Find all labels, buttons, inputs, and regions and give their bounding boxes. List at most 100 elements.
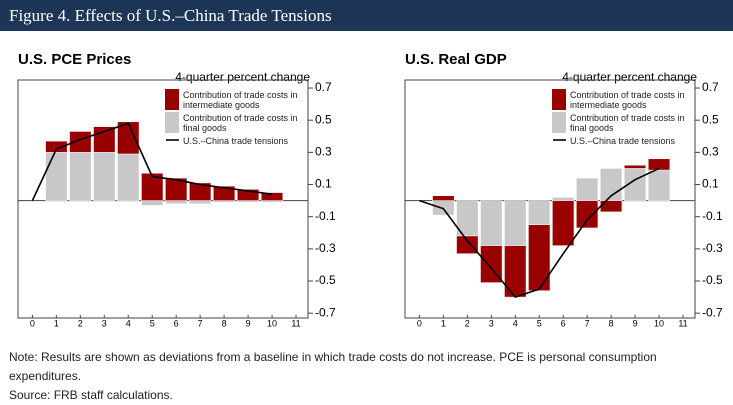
bar	[552, 197, 575, 201]
bar	[141, 200, 164, 206]
bar	[93, 152, 116, 201]
x-tick-label: 9	[246, 318, 251, 328]
x-tick-label: 4	[513, 318, 518, 328]
x-tick-label: 7	[198, 318, 203, 328]
legend-swatch	[165, 112, 179, 133]
x-tick-label: 5	[150, 318, 155, 328]
y-tick-label: 0.5	[315, 112, 332, 126]
bar	[504, 245, 527, 298]
bar	[504, 200, 527, 246]
chart-panel: U.S. Real GDP 4-quarter percent change qua…	[387, 31, 733, 331]
y-tick-label: -0.3	[315, 241, 336, 255]
bar	[528, 200, 551, 225]
legend-swatch	[552, 89, 566, 110]
x-tick-label: 5	[537, 318, 542, 328]
legend-label: Contribution of trade costs in final goo…	[183, 113, 298, 133]
line	[419, 167, 660, 299]
legend-label: Contribution of trade costs in intermedi…	[570, 90, 685, 110]
legend-label: Contribution of trade costs in intermedi…	[183, 90, 298, 110]
y-tick-label: 0.3	[315, 145, 332, 159]
x-axis-label: quarter	[536, 329, 565, 331]
y-tick-label: -0.7	[315, 305, 336, 319]
bar	[261, 192, 284, 201]
x-tick-label: 3	[489, 318, 494, 328]
y-tick-label: 0.7	[315, 80, 332, 94]
x-tick-label: 8	[222, 318, 227, 328]
y-tick-label: 0.3	[702, 145, 719, 159]
x-tick-label: 11	[678, 318, 687, 328]
bar	[93, 126, 116, 153]
x-tick-label: 1	[54, 318, 59, 328]
bar	[213, 185, 236, 201]
bar	[480, 245, 503, 283]
bar	[69, 152, 92, 201]
bar	[576, 177, 599, 201]
x-tick-label: 9	[633, 318, 638, 328]
chart: U.S. Real GDP 4-quarter percent change qua…	[404, 51, 723, 331]
y-tick-label: -0.3	[702, 241, 723, 255]
y-tick-label: -0.7	[702, 305, 723, 319]
bar	[117, 153, 140, 201]
legend-swatch	[165, 89, 179, 110]
legend-label: U.S.–China trade tensions	[183, 136, 289, 146]
y-tick-label: 0.5	[702, 112, 719, 126]
y-tick-label: 0.7	[702, 80, 719, 94]
bar	[237, 189, 260, 201]
legend-label: Contribution of trade costs in final goo…	[570, 113, 685, 133]
x-tick-label: 4	[126, 318, 131, 328]
chart: U.S. PCE Prices 4-quarter percent change q…	[17, 51, 336, 331]
y-tick-label: -0.5	[315, 273, 336, 287]
plot-frame	[17, 79, 309, 319]
y-tick-label: -0.1	[702, 209, 723, 223]
x-tick-label: 3	[102, 318, 107, 328]
bar	[165, 200, 188, 205]
line	[31, 122, 273, 201]
bar	[648, 158, 671, 171]
x-tick-label: 6	[561, 318, 566, 328]
bar	[69, 131, 92, 153]
bar	[648, 169, 671, 201]
x-tick-label: 2	[78, 318, 83, 328]
chart-title: U.S. PCE Prices	[18, 51, 131, 68]
legend-swatch	[552, 112, 566, 133]
note: Note: Results are shown as deviations fr…	[9, 350, 657, 383]
bar	[552, 200, 575, 246]
x-tick-label: 0	[30, 318, 35, 328]
bar	[528, 224, 551, 291]
x-tick-label: 8	[609, 318, 614, 328]
bar	[45, 140, 68, 153]
y-axis-label: 4-quarter percent change	[562, 70, 697, 84]
x-tick-label: 6	[174, 318, 179, 328]
bar	[189, 200, 212, 205]
y-tick-label: 0.1	[315, 177, 332, 191]
bar	[165, 177, 188, 201]
bar	[480, 200, 503, 246]
x-tick-label: 1	[441, 318, 446, 328]
bar	[456, 235, 479, 254]
x-axis-label: quarter	[149, 329, 178, 331]
y-tick-label: -0.5	[702, 273, 723, 287]
source: Source: FRB staff calculations.	[9, 388, 173, 402]
bar	[576, 200, 599, 229]
x-tick-label: 2	[465, 318, 470, 328]
legend-label: U.S.–China trade tensions	[570, 136, 676, 146]
y-axis-label: 4-quarter percent change	[175, 70, 310, 84]
bar	[624, 164, 647, 169]
x-tick-label: 11	[291, 318, 300, 328]
y-tick-label: 0.1	[702, 177, 719, 191]
x-tick-label: 10	[267, 318, 277, 328]
bar	[432, 195, 455, 201]
header: Figure 4. Effects of U.S.–China Trade Te…	[0, 0, 733, 31]
bar	[141, 173, 164, 201]
bar	[45, 152, 68, 201]
x-tick-label: 10	[654, 318, 664, 328]
figure-title: Figure 4. Effects of U.S.–China Trade Te…	[9, 6, 332, 25]
chart-panel: U.S. PCE Prices 4-quarter percent change q…	[0, 31, 366, 331]
x-tick-label: 7	[585, 318, 590, 328]
bar	[117, 121, 140, 155]
plot-frame	[404, 79, 696, 319]
x-tick-label: 0	[417, 318, 422, 328]
bar	[189, 182, 212, 201]
y-tick-label: -0.1	[315, 209, 336, 223]
